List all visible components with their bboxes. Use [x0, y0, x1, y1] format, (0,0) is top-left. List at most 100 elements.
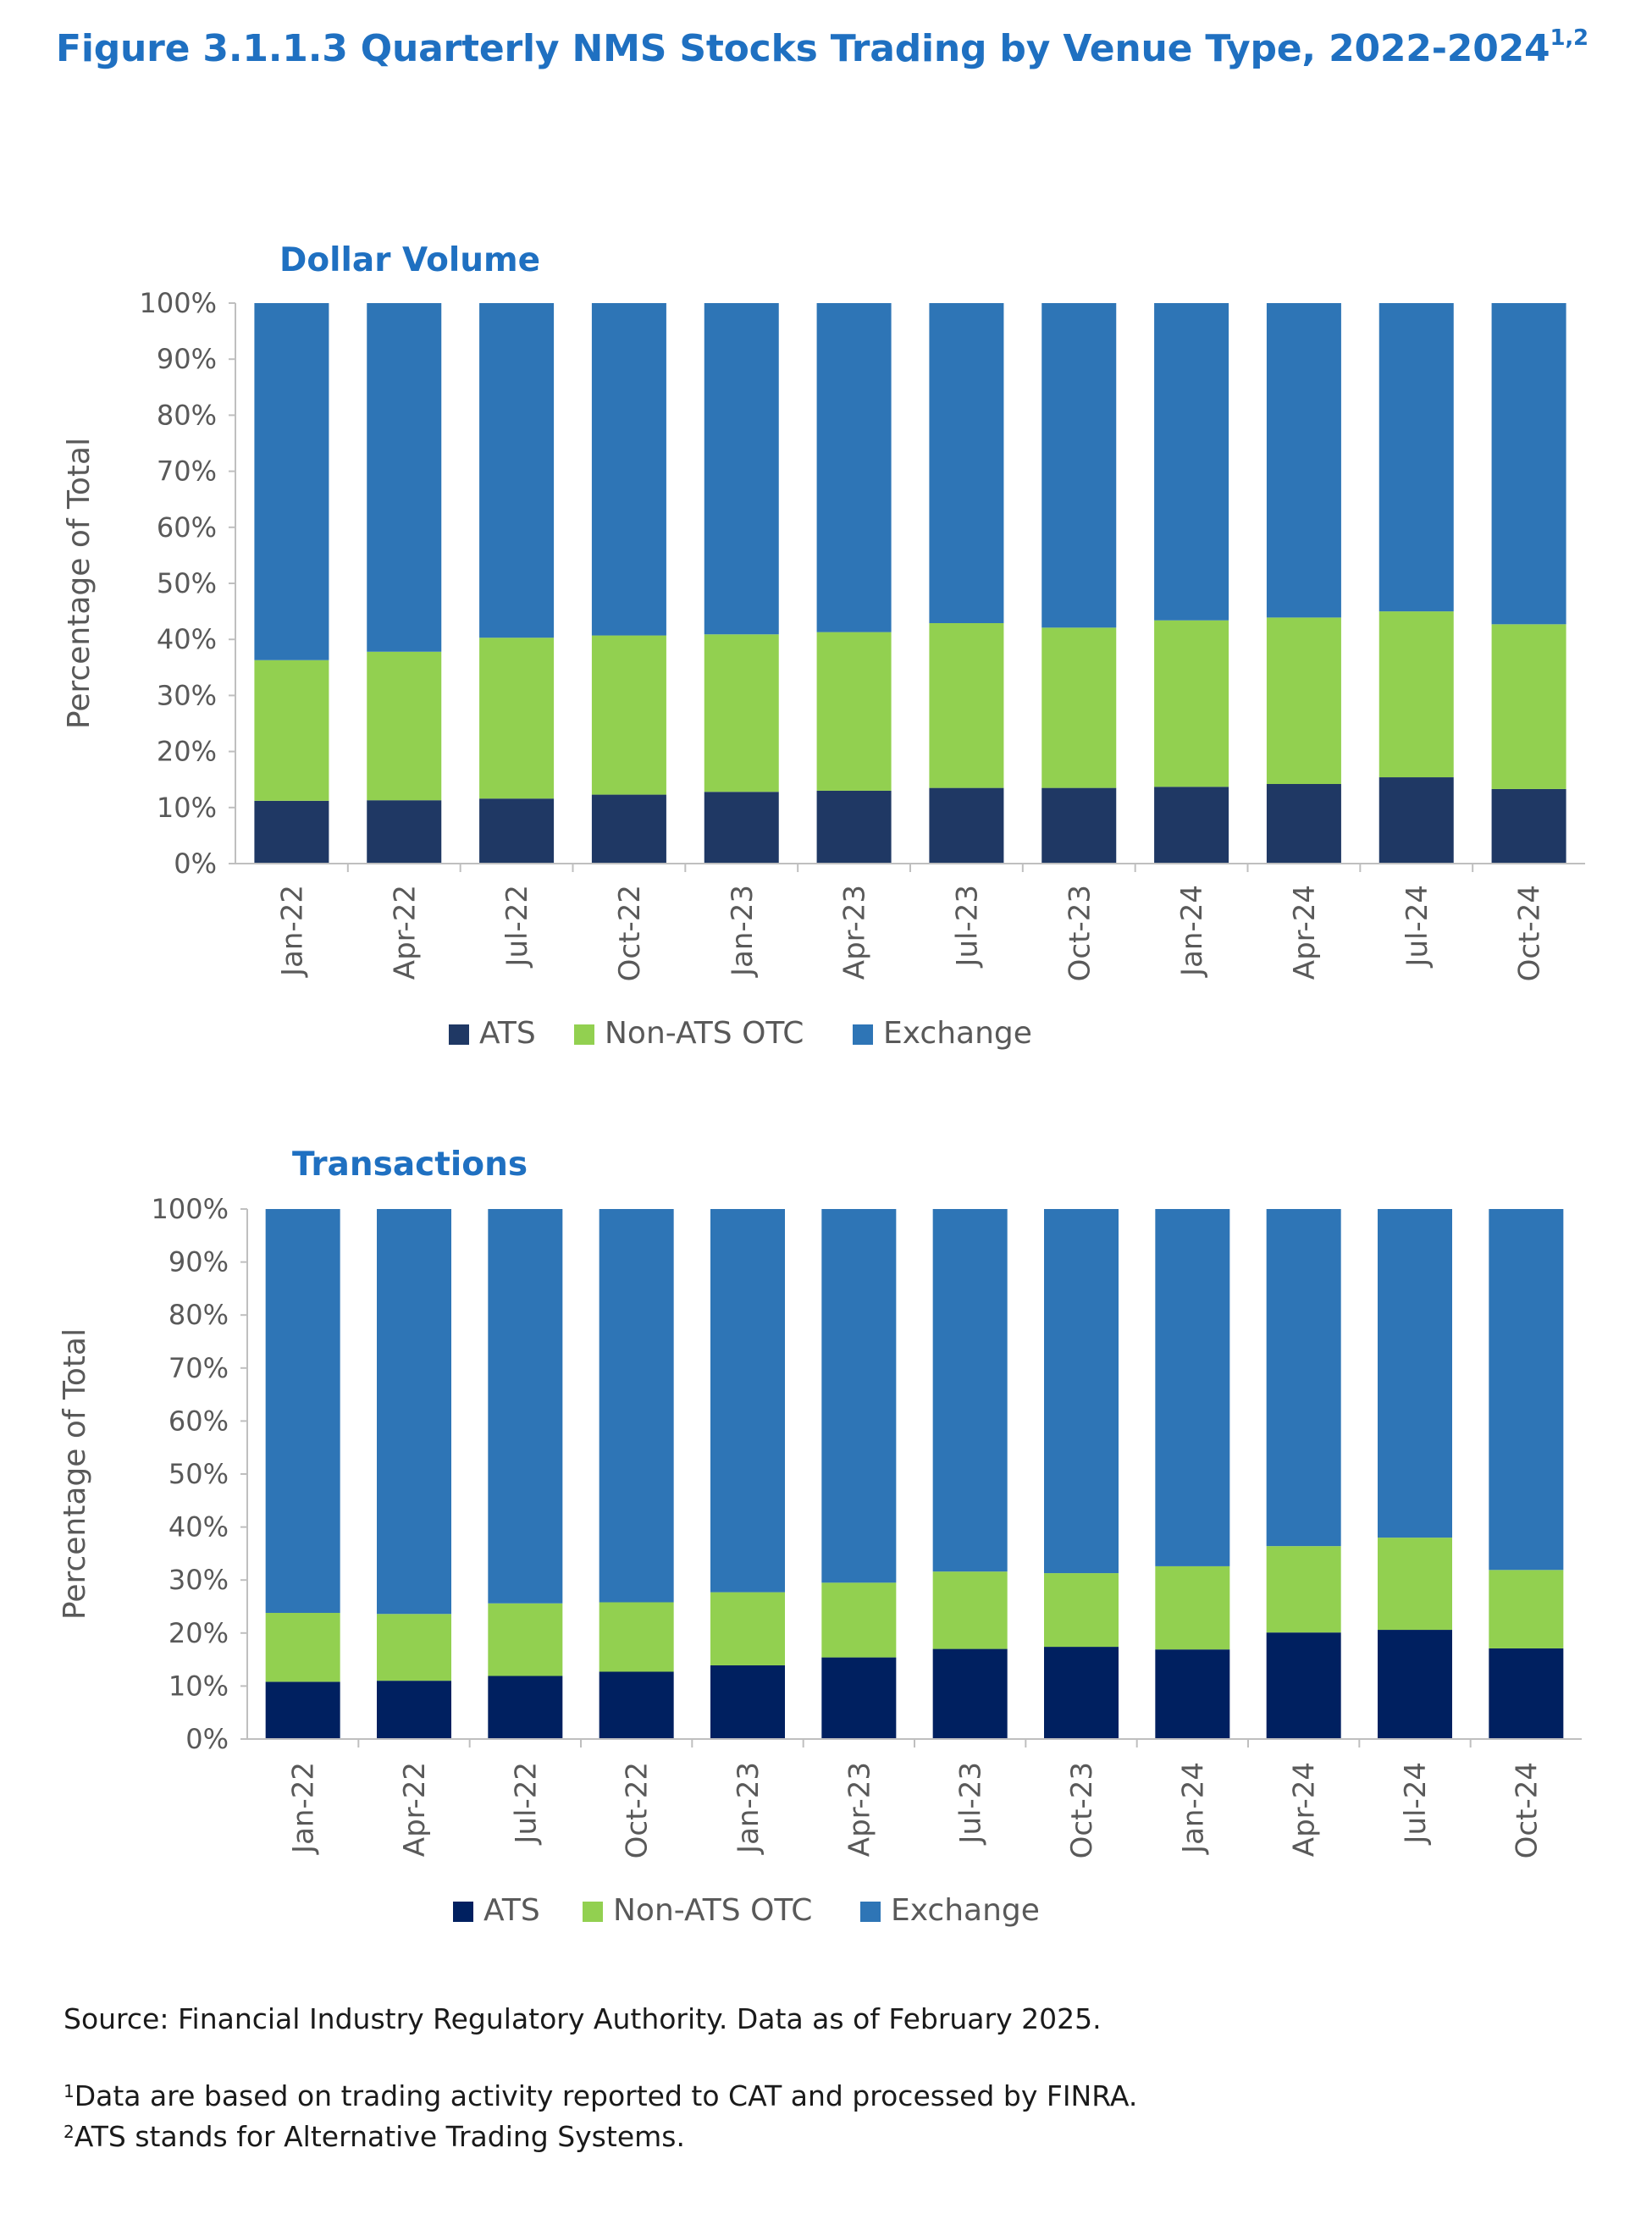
legend-label-ats: ATS: [483, 1893, 540, 1928]
chart-title: Dollar Volume: [279, 241, 540, 279]
y-tick-label: 100%: [140, 287, 217, 319]
x-tick-label: Jan-24: [1175, 885, 1209, 978]
y-tick-label: 50%: [157, 567, 217, 599]
bar-ats-apr-24: [1266, 1632, 1341, 1739]
x-tick-label: Jul-22: [500, 885, 534, 969]
bar-ats-oct-24: [1489, 1648, 1564, 1739]
chart-plot-area: [254, 303, 1566, 864]
y-tick-label: 80%: [157, 399, 217, 431]
bar-non-ats-otc-oct-24: [1489, 1570, 1564, 1648]
bar-exchange-apr-22: [377, 1209, 451, 1615]
x-tick-label: Apr-23: [838, 885, 872, 980]
y-tick-label: 90%: [157, 343, 217, 375]
y-axis-label: Percentage of Total: [62, 438, 97, 729]
figure-title-superscript: 1,2: [1550, 25, 1588, 51]
bar-exchange-apr-24: [1266, 1209, 1341, 1547]
y-tick-label: 80%: [169, 1299, 229, 1331]
bar-ats-oct-24: [1491, 788, 1566, 864]
x-tick-label: Jul-24: [1401, 885, 1434, 969]
footnote-1-marker: 1: [64, 2081, 75, 2101]
legend-swatch-ats: [449, 1024, 469, 1045]
bar-exchange-apr-23: [816, 303, 892, 632]
x-tick-label: Jan-23: [726, 885, 760, 978]
y-tick-label: 100%: [152, 1193, 229, 1225]
bar-exchange-oct-23: [1044, 1209, 1119, 1574]
bar-non-ats-otc-apr-22: [367, 651, 442, 801]
bar-exchange-jul-23: [932, 1209, 1008, 1572]
y-tick-label: 70%: [169, 1352, 229, 1384]
x-tick-label: Oct-23: [1065, 1762, 1099, 1858]
bar-ats-jan-23: [704, 792, 779, 864]
bar-ats-oct-23: [1044, 1647, 1119, 1739]
x-tick-label: Apr-22: [388, 885, 422, 980]
footnote-2-text: ATS stands for Alternative Trading Syste…: [74, 2120, 685, 2153]
y-tick-label: 10%: [169, 1670, 229, 1702]
bar-exchange-apr-22: [367, 303, 442, 652]
bar-non-ats-otc-apr-23: [821, 1582, 897, 1658]
bar-exchange-jan-24: [1154, 303, 1229, 621]
x-tick-label: Apr-22: [398, 1762, 432, 1857]
y-tick-label: 70%: [157, 455, 217, 488]
x-tick-label: Oct-22: [621, 1762, 655, 1858]
bar-ats-jul-23: [929, 787, 1004, 864]
bar-exchange-apr-23: [821, 1209, 897, 1583]
y-tick-label: 30%: [169, 1564, 229, 1596]
bar-ats-apr-22: [377, 1681, 451, 1739]
bar-non-ats-otc-jan-24: [1154, 620, 1229, 787]
bar-ats-jan-24: [1154, 787, 1229, 864]
legend-label-exchange: Exchange: [891, 1893, 1040, 1928]
bar-non-ats-otc-jan-23: [710, 1592, 785, 1665]
footnote-2-marker: 2: [64, 2122, 75, 2142]
source-note: Source: Financial Industry Regulatory Au…: [64, 2002, 1102, 2035]
bar-exchange-jul-23: [929, 303, 1004, 624]
bar-ats-jul-22: [488, 1676, 563, 1739]
y-tick-label: 20%: [169, 1617, 229, 1649]
bar-ats-jan-22: [265, 1681, 340, 1739]
x-tick-label: Apr-23: [843, 1762, 876, 1857]
bar-non-ats-otc-jan-23: [704, 634, 779, 792]
bar-ats-oct-23: [1041, 787, 1117, 864]
bar-exchange-apr-24: [1266, 303, 1341, 618]
dollar-volume-chart: Dollar Volume Percentage of Total 0% 10% 20%…: [62, 241, 1585, 1051]
bar-exchange-jan-22: [254, 303, 329, 660]
x-tick-label: Oct-24: [1513, 885, 1547, 981]
legend-swatch-exchange: [860, 1902, 881, 1922]
bar-non-ats-otc-apr-22: [377, 1614, 451, 1681]
bar-non-ats-otc-jan-22: [265, 1613, 340, 1682]
y-axis-label: Percentage of Total: [58, 1328, 92, 1620]
x-tick-label: Jul-23: [954, 1762, 988, 1846]
bar-non-ats-otc-jan-24: [1155, 1565, 1230, 1650]
y-tick-label: 10%: [157, 792, 217, 824]
bar-non-ats-otc-apr-24: [1266, 1546, 1341, 1633]
y-tick-label: 0%: [185, 1723, 229, 1755]
bar-non-ats-otc-jul-22: [488, 1603, 563, 1676]
transactions-chart: Transactions Percentage of Total 0% 10% 20% 3…: [58, 1146, 1582, 1928]
footnote-1-text: Data are based on trading activity repor…: [74, 2079, 1138, 2112]
bar-exchange-jul-22: [479, 303, 555, 638]
legend-label-non-ats-otc: Non-ATS OTC: [605, 1016, 804, 1051]
bar-exchange-oct-22: [591, 303, 666, 636]
bar-ats-jul-23: [932, 1648, 1008, 1739]
x-tick-label: Jan-22: [275, 885, 309, 978]
bar-exchange-oct-24: [1491, 303, 1566, 625]
x-tick-label: Oct-24: [1510, 1762, 1544, 1858]
bar-non-ats-otc-jan-22: [254, 660, 329, 801]
bar-exchange-oct-22: [599, 1209, 674, 1603]
source-text: Source: Financial Industry Regulatory Au…: [64, 2002, 1102, 2035]
legend-swatch-non-ats-otc: [574, 1024, 594, 1045]
bar-exchange-jan-24: [1155, 1209, 1230, 1566]
bar-exchange-jan-23: [704, 303, 779, 635]
bar-non-ats-otc-jul-24: [1378, 1538, 1452, 1631]
bar-ats-oct-22: [599, 1671, 674, 1739]
legend-label-exchange: Exchange: [883, 1016, 1032, 1051]
y-tick-label: 0%: [174, 848, 217, 880]
bar-non-ats-otc-oct-23: [1044, 1573, 1119, 1648]
y-tick-label: 30%: [157, 679, 217, 711]
bar-ats-apr-22: [367, 800, 442, 864]
figure-title-text: Figure 3.1.1.3 Quarterly NMS Stocks Trad…: [56, 27, 1550, 70]
bar-ats-jan-23: [710, 1665, 785, 1739]
bar-non-ats-otc-oct-22: [599, 1602, 674, 1672]
bar-non-ats-otc-oct-22: [591, 635, 666, 795]
bar-exchange-jan-22: [265, 1209, 340, 1614]
bar-ats-jan-24: [1155, 1649, 1230, 1739]
